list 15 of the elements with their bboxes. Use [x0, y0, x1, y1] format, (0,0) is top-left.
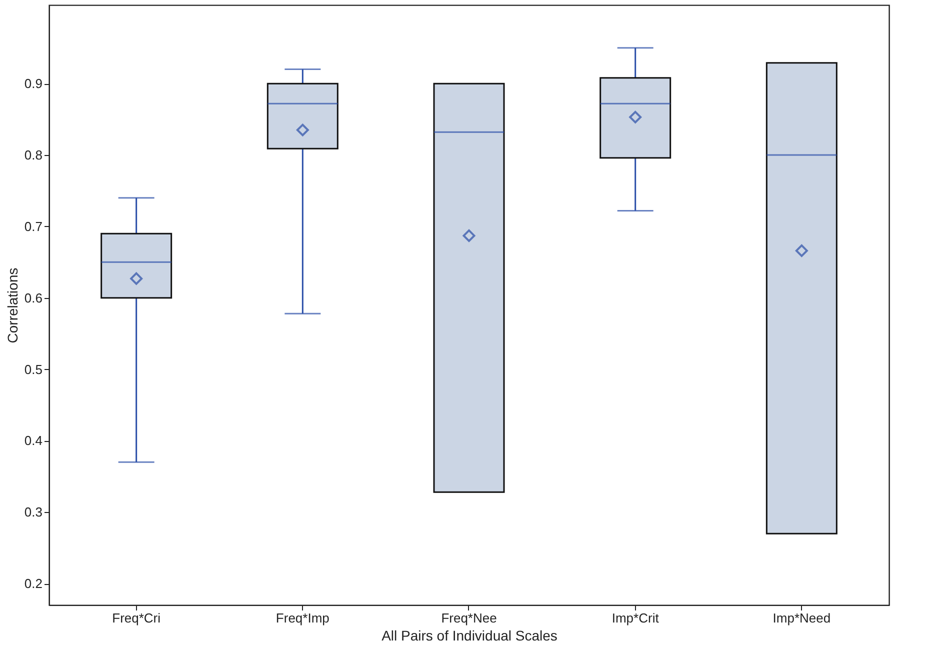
y-axis-title: Correlations — [4, 268, 20, 344]
x-tick-label: Freq*Nee — [441, 610, 497, 626]
y-tick-label: 0.2 — [24, 576, 42, 592]
x-tick-label: Freq*Cri — [112, 610, 161, 626]
y-tick-label: 0.6 — [24, 290, 42, 306]
y-tick-label: 0.5 — [24, 362, 42, 377]
x-tick-label: Freq*Imp — [276, 610, 330, 626]
y-tick-label: 0.9 — [24, 76, 42, 92]
y-tick-label: 0.3 — [24, 504, 42, 520]
y-tick-label: 0.4 — [24, 433, 42, 448]
x-axis-title: All Pairs of Individual Scales — [382, 628, 558, 644]
x-tick-label: Imp*Crit — [612, 610, 660, 626]
x-tick-label: Imp*Need — [772, 610, 831, 626]
y-tick-label: 0.8 — [24, 148, 42, 162]
y-tick-label: 0.7 — [24, 218, 42, 234]
